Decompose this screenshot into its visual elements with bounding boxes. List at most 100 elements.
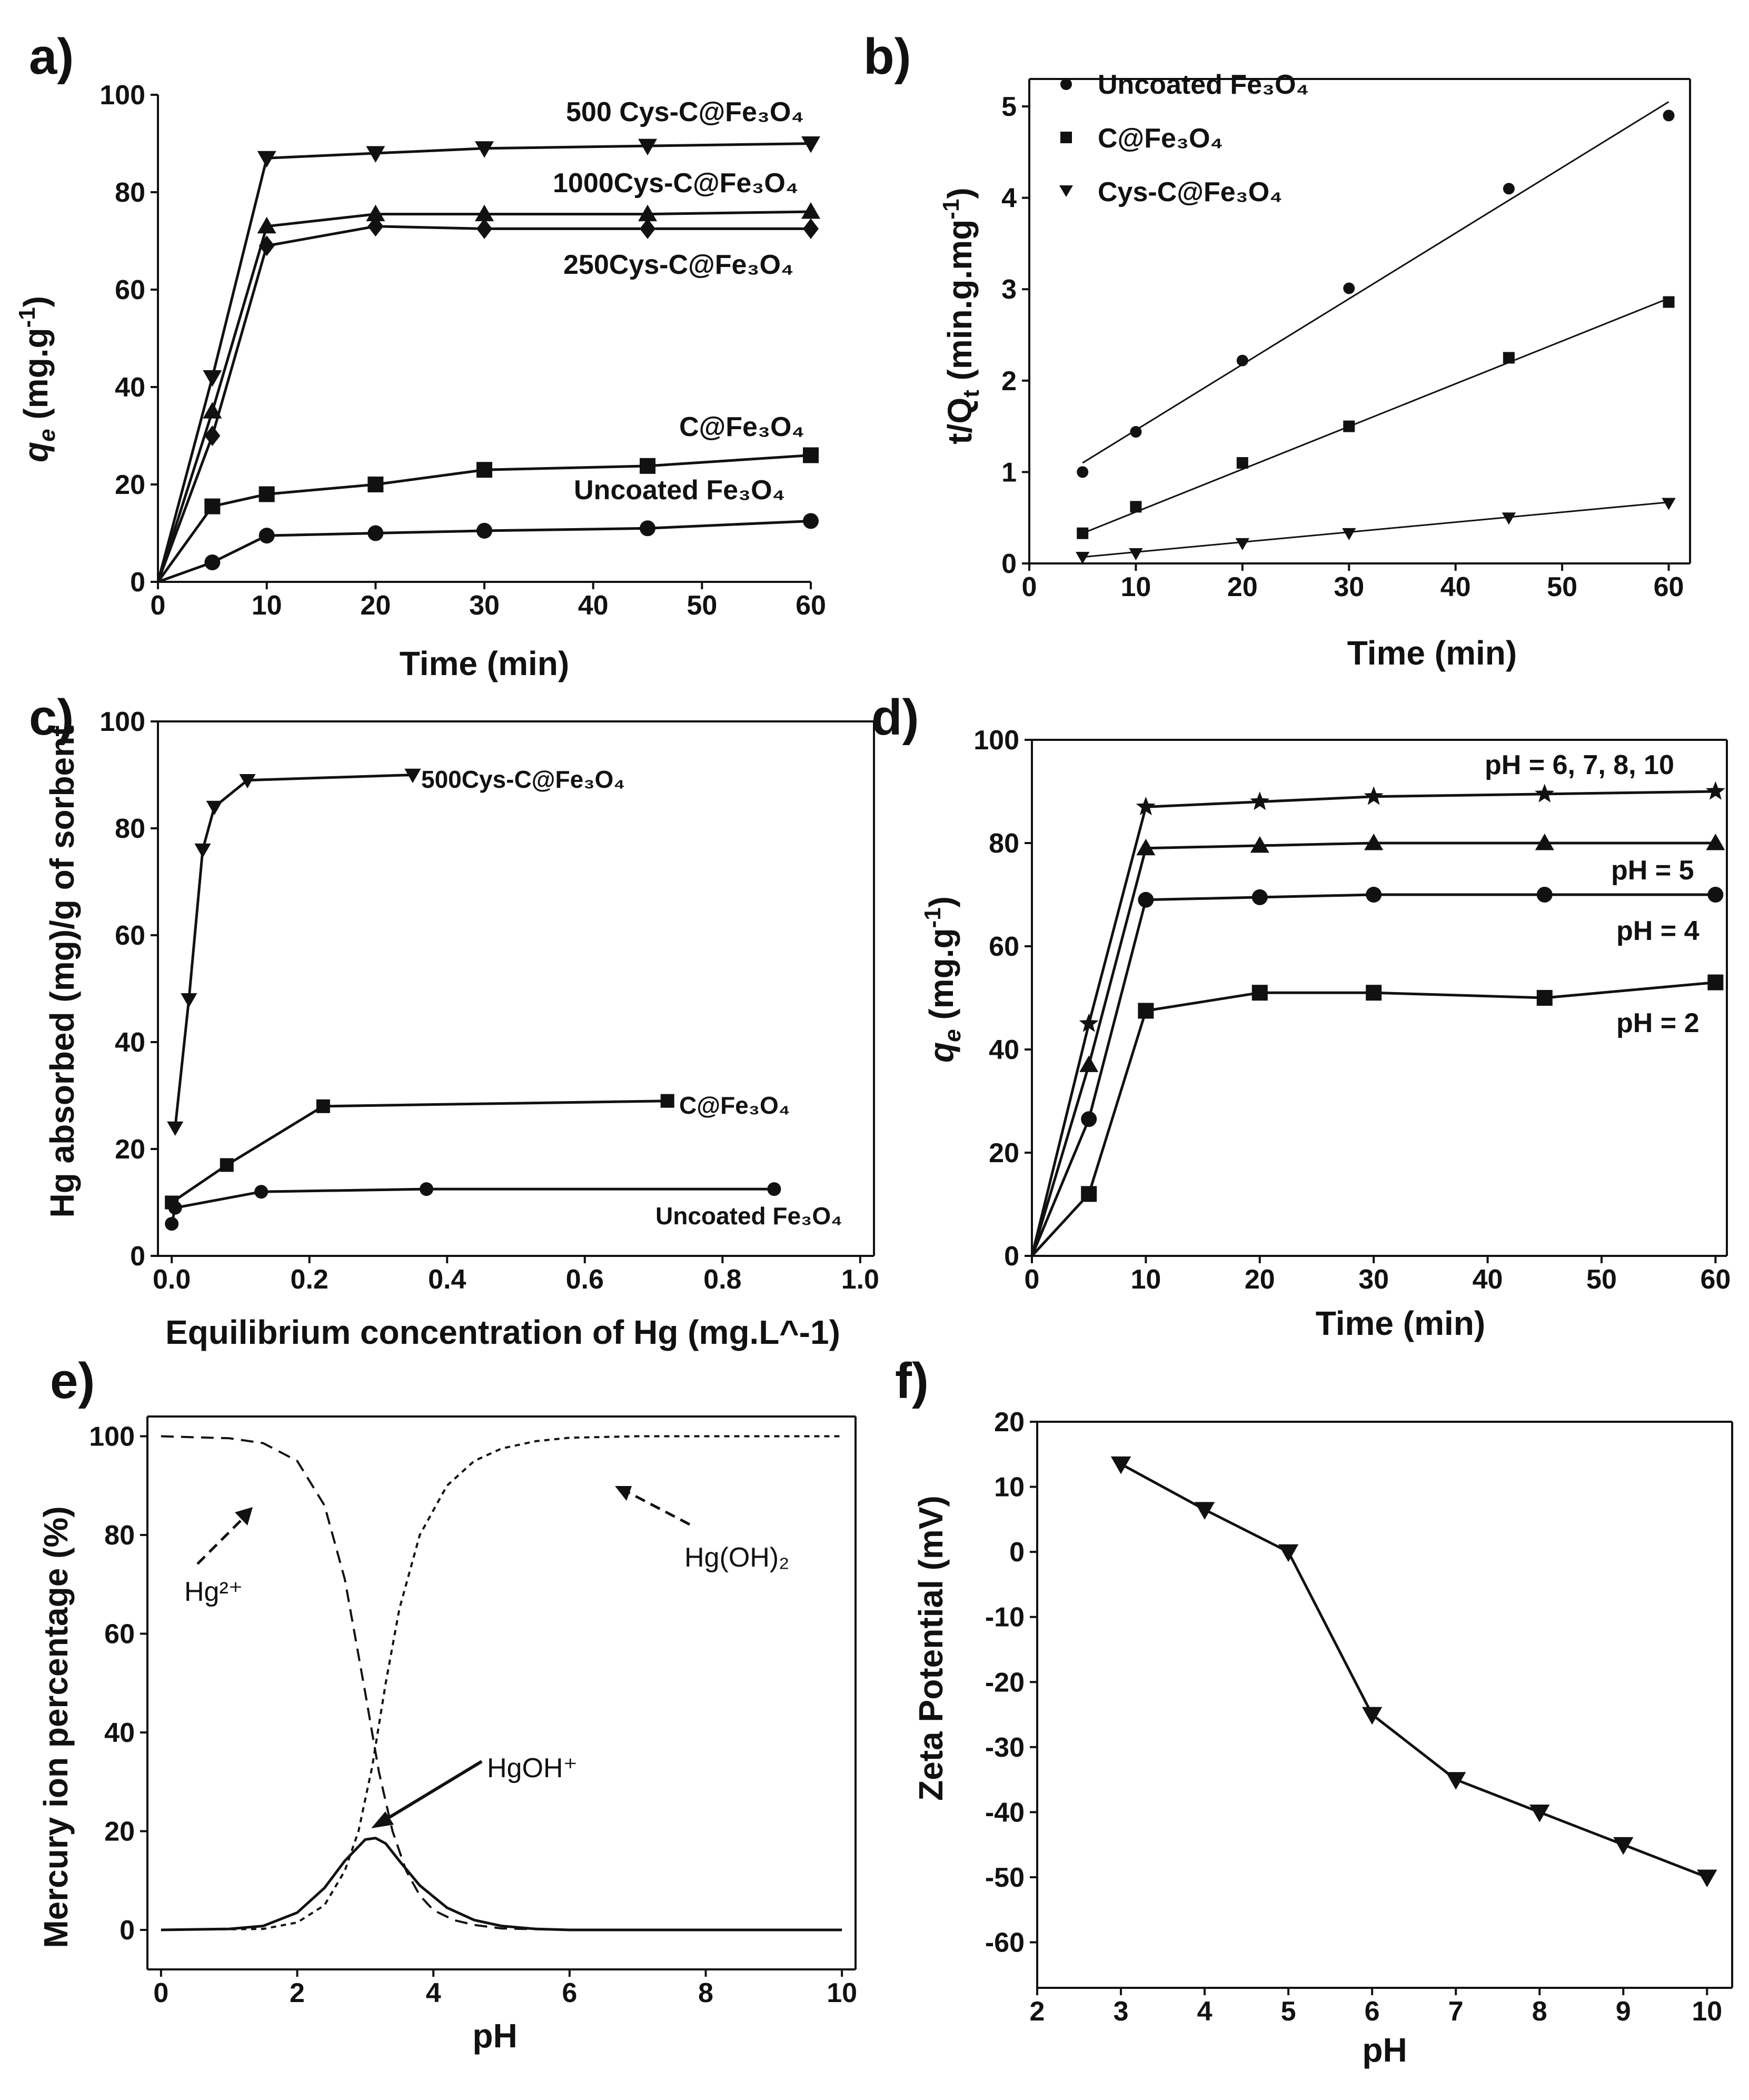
- x-tick-label-e: 2: [290, 1978, 305, 2008]
- annotation-arrow-hgoh2: [628, 1491, 691, 1526]
- data-point-a-4: [803, 513, 819, 529]
- data-point-c-2: [420, 1182, 433, 1196]
- series-label-a-c: C@Fe₃O₄: [679, 412, 804, 442]
- data-point-a-3: [640, 458, 655, 474]
- annotation-hgoh: HgOH⁺: [487, 1753, 578, 1784]
- data-point-b-1: [1077, 527, 1089, 539]
- x-tick-label-a: 50: [687, 590, 717, 621]
- y-tick-label-f: -60: [985, 1928, 1025, 1958]
- data-point-d-0: [1250, 791, 1270, 810]
- data-point-d-2: [1081, 1111, 1097, 1127]
- data-point-a-0: [366, 146, 385, 163]
- x-tick-label-b: 30: [1334, 572, 1364, 602]
- y-tick-label-e: 40: [104, 1718, 135, 1748]
- data-point-d-0: [1705, 781, 1725, 800]
- data-point-a-0: [801, 136, 820, 153]
- species-curve-e-2: [161, 1837, 842, 1931]
- data-point-d-1: [1136, 838, 1156, 856]
- data-point-a-2: [803, 218, 819, 239]
- data-point-a-3: [367, 477, 384, 492]
- legend-label-uncoated: Uncoated Fe₃O₄: [1098, 70, 1309, 100]
- x-tick-label-b: 0: [1022, 572, 1037, 602]
- data-point-f-0: [1194, 1502, 1215, 1520]
- data-point-b-1: [1130, 501, 1142, 513]
- y-tick-label-e: 60: [104, 1619, 135, 1650]
- x-axis-label-d: Time (min): [1316, 1304, 1485, 1342]
- data-point-c-0: [206, 800, 223, 815]
- data-point-d-0: [1079, 1013, 1099, 1032]
- y-tick-label-d: 0: [1004, 1241, 1019, 1272]
- x-tick-label-c: 0.6: [566, 1264, 604, 1295]
- data-point-c-0: [167, 1121, 184, 1136]
- x-tick-label-b: 10: [1120, 572, 1151, 602]
- data-point-a-2: [259, 235, 275, 256]
- series-label-c-c: C@Fe₃O₄: [679, 1092, 790, 1119]
- data-point-b-0: [1663, 110, 1675, 122]
- data-point-b-1: [1236, 457, 1248, 469]
- data-point-d-0: [1364, 786, 1384, 805]
- y-tick-label-c: 20: [115, 1134, 145, 1165]
- data-point-d-2: [1138, 891, 1154, 908]
- data-point-a-1: [638, 204, 657, 222]
- data-point-f-0: [1697, 1869, 1717, 1888]
- data-point-d-1: [1364, 834, 1384, 850]
- series-label-a-500: 500 Cys-C@Fe₃O₄: [566, 97, 804, 127]
- y-tick-label-d: 20: [989, 1138, 1019, 1168]
- y-tick-label-b: 1: [1001, 457, 1017, 488]
- y-axis-label-a: qe (mg.g-1): [14, 296, 60, 462]
- data-point-a-1: [801, 202, 820, 219]
- data-point-d-2: [1707, 887, 1724, 903]
- data-point-d-3: [1081, 1186, 1097, 1202]
- x-tick-label-d: 10: [1130, 1264, 1161, 1295]
- data-point-c-1: [220, 1158, 234, 1172]
- data-point-b-0: [1236, 354, 1248, 366]
- data-point-a-3: [803, 447, 819, 463]
- x-tick-label-e: 8: [698, 1978, 713, 2008]
- y-tick-label-c: 100: [100, 707, 145, 737]
- data-point-a-3: [476, 462, 492, 478]
- data-point-a-4: [367, 525, 384, 541]
- data-point-a-2: [367, 216, 384, 237]
- annotation-arrowhead-hg2: [235, 1507, 253, 1526]
- y-tick-label-f: -30: [985, 1732, 1025, 1763]
- data-point-c-0: [239, 774, 256, 789]
- data-point-a-4: [640, 520, 655, 537]
- data-point-d-2: [1251, 889, 1268, 905]
- data-point-a-0: [203, 370, 222, 387]
- series-label-d-ph2: pH = 2: [1616, 1008, 1700, 1038]
- data-point-d-2: [1366, 887, 1382, 903]
- panel-label-a: a): [29, 28, 74, 85]
- data-point-f-0: [1613, 1837, 1634, 1855]
- x-tick-label-c: 0.4: [428, 1264, 466, 1295]
- data-point-a-0: [638, 138, 657, 156]
- x-axis-label-f: pH: [1362, 2031, 1407, 2069]
- x-tick-label-a: 20: [360, 590, 391, 621]
- legend-label-cys: Cys-C@Fe₃O₄: [1098, 177, 1283, 207]
- x-tick-label-e: 6: [562, 1978, 577, 2008]
- data-point-b-0: [1343, 282, 1355, 294]
- series-label-a-uncoated: Uncoated Fe₃O₄: [574, 475, 785, 506]
- panel-label-c: c): [29, 689, 74, 746]
- plot-area-c: 0.0 0.2 0.4 0.6 0.8 1.0 0 20 40 60 80 100: [100, 707, 879, 1295]
- x-tick-label-c: 0.8: [703, 1264, 741, 1295]
- data-point-a-2: [476, 218, 492, 239]
- series-label-c-500: 500Cys-C@Fe₃O₄: [421, 766, 625, 793]
- y-tick-label-a: 0: [130, 567, 145, 598]
- x-tick-label-d: 0: [1025, 1264, 1040, 1295]
- y-tick-label-f: -40: [985, 1797, 1025, 1828]
- data-point-f-0: [1529, 1804, 1550, 1822]
- x-tick-label-a: 60: [796, 590, 826, 621]
- y-axis-label-c: Hg absorbed (mg)/g of sorbent: [43, 725, 81, 1217]
- panel-label-e: e): [50, 1353, 95, 1409]
- y-tick-label-a: 20: [115, 470, 145, 500]
- x-tick-label-e: 10: [827, 1978, 857, 2008]
- x-axis-label-c: Equilibrium concentration of Hg (mg.L^-1…: [165, 1313, 840, 1351]
- species-curve-e-0: [161, 1435, 842, 1931]
- y-tick-label-e: 100: [89, 1422, 135, 1452]
- x-tick-label-f: 7: [1448, 1996, 1464, 2027]
- y-tick-label-f: -50: [985, 1863, 1025, 1893]
- y-tick-label-c: 0: [130, 1241, 145, 1272]
